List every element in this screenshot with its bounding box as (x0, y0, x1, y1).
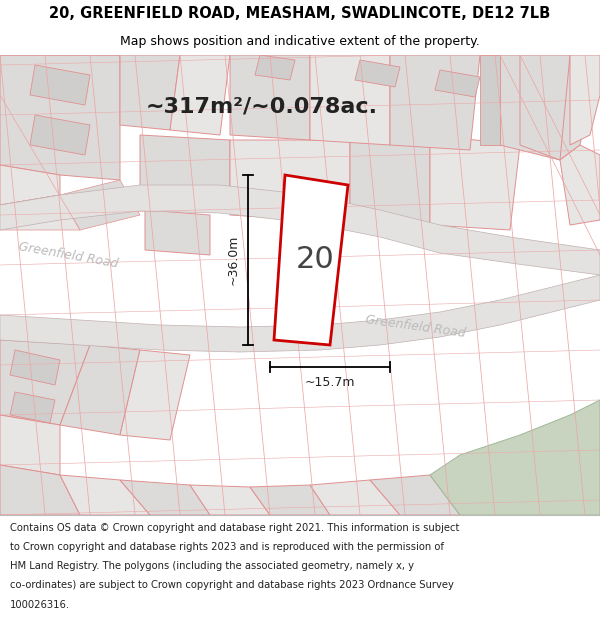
Polygon shape (0, 340, 90, 425)
Polygon shape (0, 195, 80, 230)
Polygon shape (430, 135, 520, 230)
Polygon shape (310, 480, 400, 515)
Polygon shape (390, 55, 480, 150)
Text: co-ordinates) are subject to Crown copyright and database rights 2023 Ordnance S: co-ordinates) are subject to Crown copyr… (10, 581, 454, 591)
Text: Contains OS data © Crown copyright and database right 2021. This information is : Contains OS data © Crown copyright and d… (10, 522, 459, 532)
Polygon shape (145, 210, 210, 255)
Polygon shape (435, 70, 480, 97)
Text: 100026316.: 100026316. (10, 600, 70, 610)
Polygon shape (250, 485, 330, 515)
Polygon shape (0, 275, 600, 352)
Polygon shape (120, 480, 210, 515)
Polygon shape (140, 135, 230, 210)
Polygon shape (0, 55, 120, 180)
Polygon shape (170, 55, 230, 135)
Polygon shape (350, 135, 430, 225)
Text: ~317m²/~0.078ac.: ~317m²/~0.078ac. (146, 97, 378, 117)
Polygon shape (0, 415, 60, 475)
Polygon shape (370, 475, 460, 515)
Polygon shape (30, 65, 90, 105)
Polygon shape (274, 175, 348, 345)
Polygon shape (0, 165, 60, 205)
Polygon shape (480, 55, 500, 145)
Polygon shape (10, 392, 55, 423)
Polygon shape (560, 145, 600, 225)
Text: Greenfield Road: Greenfield Road (17, 240, 119, 270)
Polygon shape (10, 350, 60, 385)
Polygon shape (0, 465, 80, 515)
Polygon shape (230, 55, 310, 140)
Polygon shape (60, 475, 150, 515)
Polygon shape (500, 55, 590, 160)
Polygon shape (255, 55, 295, 80)
Polygon shape (430, 400, 600, 515)
Polygon shape (0, 185, 600, 275)
Polygon shape (570, 55, 600, 145)
Polygon shape (520, 55, 570, 160)
Text: ~36.0m: ~36.0m (227, 235, 239, 285)
Polygon shape (310, 55, 390, 145)
Polygon shape (120, 350, 190, 440)
Text: Greenfield Road: Greenfield Road (364, 314, 466, 341)
Polygon shape (190, 485, 270, 515)
Polygon shape (0, 15, 130, 55)
Text: ~15.7m: ~15.7m (305, 376, 355, 389)
Text: 20, GREENFIELD ROAD, MEASHAM, SWADLINCOTE, DE12 7LB: 20, GREENFIELD ROAD, MEASHAM, SWADLINCOT… (49, 6, 551, 21)
Text: to Crown copyright and database rights 2023 and is reproduced with the permissio: to Crown copyright and database rights 2… (10, 542, 443, 552)
Polygon shape (355, 60, 400, 87)
Text: HM Land Registry. The polygons (including the associated geometry, namely x, y: HM Land Registry. The polygons (includin… (10, 561, 413, 571)
Polygon shape (230, 140, 350, 220)
Polygon shape (120, 55, 180, 130)
Polygon shape (30, 115, 90, 155)
Polygon shape (60, 180, 140, 230)
Text: 20: 20 (296, 246, 334, 274)
Text: Map shows position and indicative extent of the property.: Map shows position and indicative extent… (120, 35, 480, 48)
Polygon shape (60, 345, 140, 435)
